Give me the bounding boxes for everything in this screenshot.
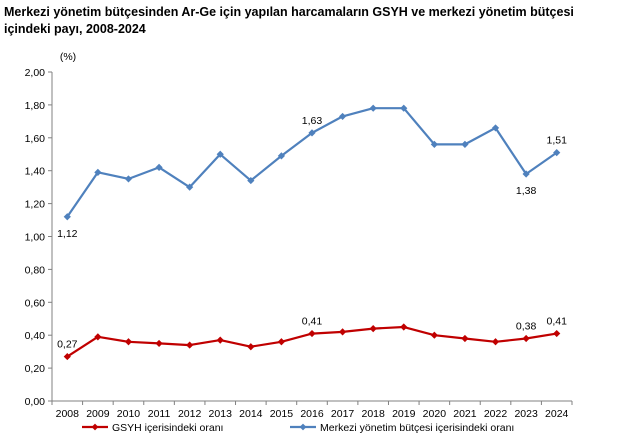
data-point-marker xyxy=(94,333,102,341)
y-tick-label: 0,00 xyxy=(25,396,46,408)
legend-label: GSYH içerisindeki oranı xyxy=(112,422,223,434)
data-point-marker xyxy=(461,140,469,148)
x-tick-label: 2019 xyxy=(392,408,416,420)
data-point-marker xyxy=(369,104,377,112)
x-tick-label: 2013 xyxy=(209,408,233,420)
legend-label: Merkezi yönetim bütçesi içerisindeki ora… xyxy=(320,422,514,434)
data-label: 0,38 xyxy=(516,320,537,332)
data-point-marker xyxy=(308,129,316,137)
data-point-marker xyxy=(63,352,71,361)
data-point-marker xyxy=(277,152,286,160)
data-label: 1,63 xyxy=(302,115,323,127)
data-point-marker xyxy=(124,175,133,183)
data-point-marker xyxy=(277,338,286,346)
x-tick-label: 2016 xyxy=(300,408,324,420)
data-label: 0,41 xyxy=(546,316,567,328)
y-tick-label: 0,60 xyxy=(25,297,46,309)
data-label: 0,27 xyxy=(57,339,78,351)
data-point-marker xyxy=(400,104,408,112)
y-tick-label: 2,00 xyxy=(25,67,46,79)
data-point-marker xyxy=(338,328,347,336)
data-point-marker xyxy=(216,150,224,158)
y-tick-label: 1,40 xyxy=(25,166,46,178)
data-point-marker xyxy=(186,341,194,349)
legend-marker xyxy=(91,423,99,431)
x-tick-label: 2020 xyxy=(423,408,447,420)
data-point-marker xyxy=(155,163,163,172)
y-axis-unit-label: (%) xyxy=(60,51,76,63)
data-point-marker xyxy=(553,329,561,338)
x-tick-label: 2018 xyxy=(361,408,385,420)
data-label: 1,12 xyxy=(57,228,78,240)
data-point-marker xyxy=(94,168,102,176)
x-tick-label: 2011 xyxy=(148,408,171,420)
data-point-marker xyxy=(63,213,71,221)
chart-series xyxy=(63,104,561,361)
x-tick-label: 2012 xyxy=(178,408,202,420)
data-point-marker xyxy=(553,149,561,157)
data-point-marker xyxy=(369,325,377,333)
y-tick-label: 1,80 xyxy=(25,100,46,112)
data-point-marker xyxy=(155,339,163,348)
data-point-marker xyxy=(216,336,224,344)
data-point-marker xyxy=(430,331,438,339)
data-point-marker xyxy=(338,112,347,121)
data-label: 0,41 xyxy=(302,316,323,328)
data-point-marker xyxy=(491,124,500,132)
x-tick-label: 2023 xyxy=(514,408,538,420)
x-tick-label: 2022 xyxy=(484,408,508,420)
y-tick-label: 1,00 xyxy=(25,232,46,244)
data-point-marker xyxy=(522,170,530,178)
x-tick-label: 2017 xyxy=(331,408,355,420)
x-tick-label: 2021 xyxy=(453,408,477,420)
x-tick-label: 2009 xyxy=(86,408,110,420)
legend-marker xyxy=(299,423,307,431)
data-point-marker xyxy=(400,323,408,331)
data-point-marker xyxy=(247,176,255,185)
chart-legend: GSYH içerisindeki oranı Merkezi yönetim b… xyxy=(82,422,514,434)
y-tick-label: 0,80 xyxy=(25,264,46,276)
x-tick-label: 2014 xyxy=(239,408,263,420)
x-tick-label: 2008 xyxy=(56,408,80,420)
data-point-marker xyxy=(186,183,194,191)
chart-title: Merkezi yönetim bütçesinden Ar-Ge için y… xyxy=(4,5,574,36)
data-point-marker xyxy=(461,334,469,343)
x-tick-label: 2010 xyxy=(117,408,141,420)
data-point-marker xyxy=(308,329,316,338)
data-point-marker xyxy=(522,334,530,343)
data-point-marker xyxy=(124,338,133,346)
y-tick-label: 1,20 xyxy=(25,199,46,211)
data-point-marker xyxy=(247,343,255,351)
data-label: 1,38 xyxy=(516,185,537,197)
data-point-marker xyxy=(430,140,438,148)
y-tick-label: 1,60 xyxy=(25,133,46,145)
x-tick-label: 2015 xyxy=(270,408,294,420)
data-point-marker xyxy=(491,338,500,346)
chart-axes: 0,00 0,20 0,40 0,60 0,80 1,00 1,20 1,40 1,60 1,80… xyxy=(25,51,573,420)
y-tick-label: 0,40 xyxy=(25,330,46,342)
y-tick-label: 0,20 xyxy=(25,363,46,375)
x-tick-label: 2024 xyxy=(545,408,569,420)
chart-data-labels: 0,27 0,41 0,38 0,41 1,12 1,63 1,38 1,51 xyxy=(57,115,567,351)
data-label: 1,51 xyxy=(546,135,567,147)
